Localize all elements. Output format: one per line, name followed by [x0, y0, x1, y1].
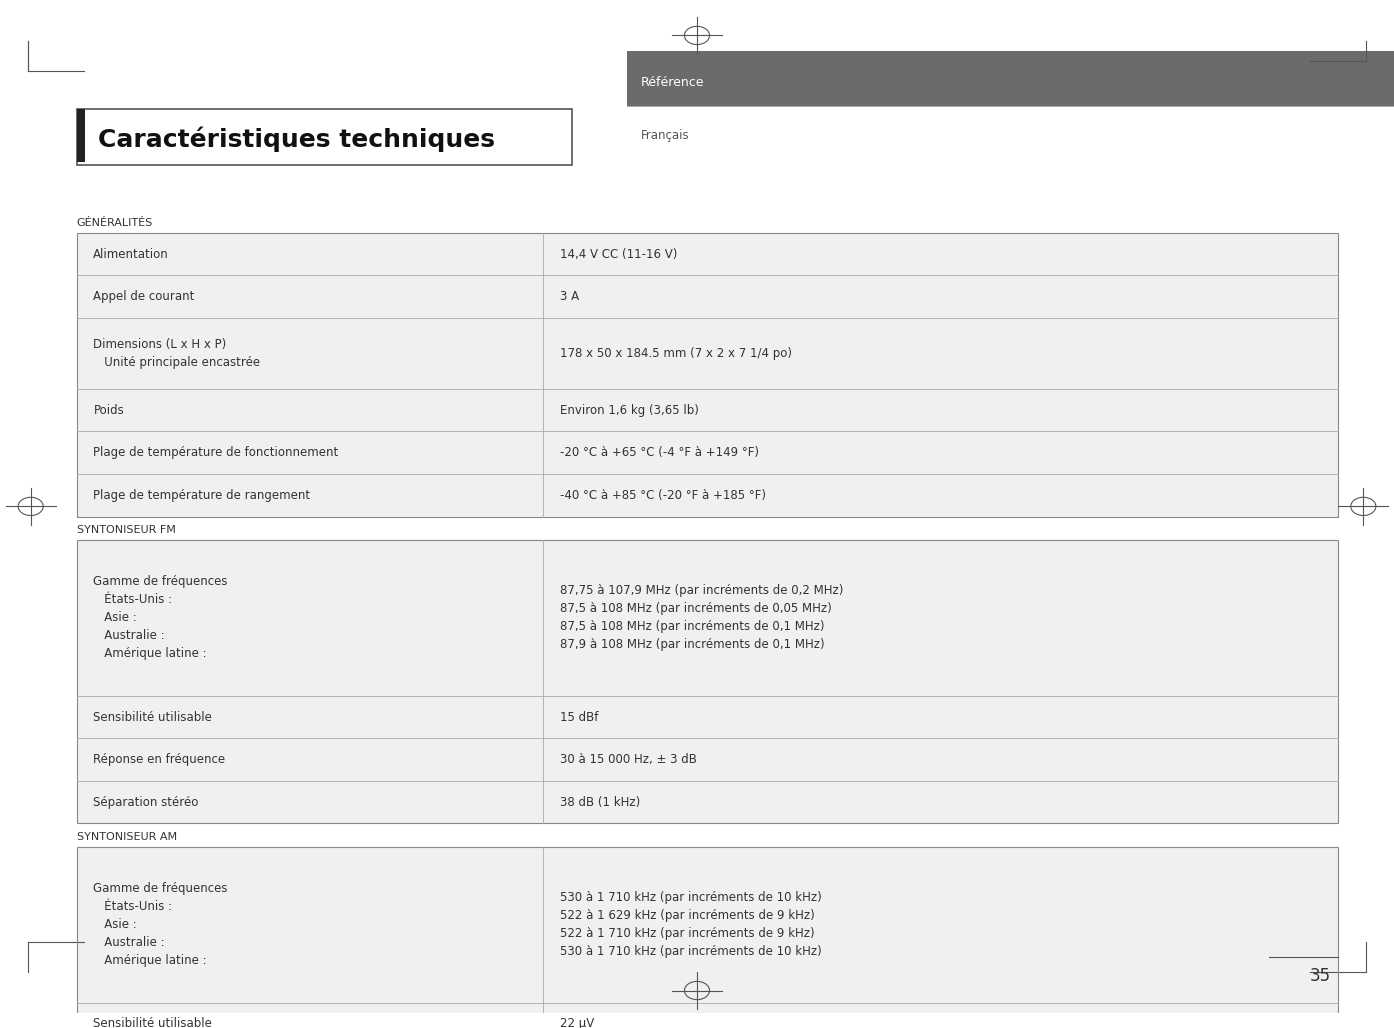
- Bar: [627, 50, 1394, 106]
- Text: 15 dBf: 15 dBf: [560, 710, 598, 724]
- Text: Gamme de fréquences
   États-Unis :
   Asie :
   Australie :
   Amérique latine : Gamme de fréquences États-Unis : Asie : …: [93, 576, 227, 660]
- Text: Environ 1,6 kg (3,65 lb): Environ 1,6 kg (3,65 lb): [560, 404, 698, 416]
- Text: -40 °C à +85 °C (-20 °F à +185 °F): -40 °C à +85 °C (-20 °F à +185 °F): [560, 488, 767, 502]
- Bar: [77, 738, 1338, 781]
- Text: 178 x 50 x 184.5 mm (7 x 2 x 7 1/4 po): 178 x 50 x 184.5 mm (7 x 2 x 7 1/4 po): [560, 347, 792, 360]
- Bar: [77, 318, 1338, 389]
- Bar: [77, 474, 1338, 516]
- Text: Gamme de fréquences
   États-Unis :
   Asie :
   Australie :
   Amérique latine : Gamme de fréquences États-Unis : Asie : …: [93, 882, 227, 967]
- Text: Référence: Référence: [641, 76, 705, 89]
- Text: Français: Français: [641, 128, 690, 142]
- Text: 38 dB (1 kHz): 38 dB (1 kHz): [560, 796, 640, 809]
- Text: Poids: Poids: [93, 404, 124, 416]
- Bar: [77, 276, 1338, 318]
- Text: 87,75 à 107,9 MHz (par incréments de 0,2 MHz)
87,5 à 108 MHz (par incréments de : 87,75 à 107,9 MHz (par incréments de 0,2…: [560, 584, 843, 652]
- Text: Séparation stéréo: Séparation stéréo: [93, 796, 199, 809]
- Bar: [77, 233, 1338, 276]
- Bar: [77, 781, 1338, 823]
- Text: 14,4 V CC (11-16 V): 14,4 V CC (11-16 V): [560, 248, 677, 261]
- Text: Appel de courant: Appel de courant: [93, 290, 195, 303]
- Bar: [77, 847, 1338, 1002]
- Text: SYNTONISEUR AM: SYNTONISEUR AM: [77, 832, 177, 842]
- Bar: [77, 540, 1338, 696]
- Text: GÉNÉRALITÉS: GÉNÉRALITÉS: [77, 218, 153, 228]
- Text: 530 à 1 710 kHz (par incréments de 10 kHz)
522 à 1 629 kHz (par incréments de 9 : 530 à 1 710 kHz (par incréments de 10 kH…: [560, 891, 822, 958]
- Text: 22 μV: 22 μV: [560, 1018, 594, 1028]
- Text: Plage de température de fonctionnement: Plage de température de fonctionnement: [93, 446, 339, 460]
- Text: SYNTONISEUR FM: SYNTONISEUR FM: [77, 524, 176, 535]
- Bar: [77, 696, 1338, 738]
- Bar: [77, 389, 1338, 432]
- Bar: [77, 109, 85, 162]
- Text: Dimensions (L x H x P)
   Unité principale encastrée: Dimensions (L x H x P) Unité principale …: [93, 338, 261, 369]
- Bar: [77, 1002, 1338, 1028]
- Text: Plage de température de rangement: Plage de température de rangement: [93, 488, 311, 502]
- Bar: [77, 432, 1338, 474]
- Text: Caractéristiques techniques: Caractéristiques techniques: [98, 126, 495, 151]
- Text: Alimentation: Alimentation: [93, 248, 169, 261]
- Text: 35: 35: [1310, 967, 1331, 985]
- Text: 30 à 15 000 Hz, ± 3 dB: 30 à 15 000 Hz, ± 3 dB: [560, 754, 697, 766]
- Text: Sensibilité utilisable: Sensibilité utilisable: [93, 710, 212, 724]
- Text: 3 A: 3 A: [560, 290, 580, 303]
- Text: -20 °C à +65 °C (-4 °F à +149 °F): -20 °C à +65 °C (-4 °F à +149 °F): [560, 446, 760, 460]
- Text: Réponse en fréquence: Réponse en fréquence: [93, 754, 226, 766]
- Text: Sensibilité utilisable: Sensibilité utilisable: [93, 1018, 212, 1028]
